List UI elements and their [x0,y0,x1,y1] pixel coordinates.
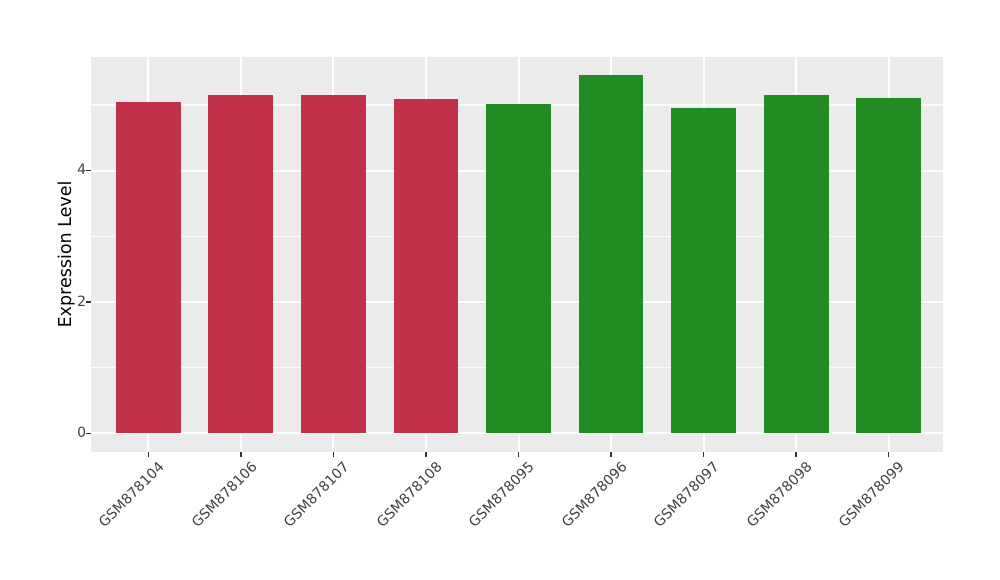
x-tick-label: GSM878096 [558,458,631,531]
x-tick-mark [332,451,335,457]
x-tick-label: GSM878095 [466,458,538,531]
x-tick-label: GSM878099 [836,458,909,531]
x-tick-mark [425,451,427,457]
bar-GSM878107 [301,95,366,434]
x-tick-mark [795,451,797,457]
bar-GSM878099 [856,98,922,434]
gridline-major-y [91,432,943,435]
bar-GSM878096 [578,74,644,434]
bar-GSM878098 [763,94,829,434]
plot-panel [91,57,943,452]
x-tick-mark [702,451,705,457]
x-tick-mark [240,451,242,457]
y-tick-label: 4 [77,162,86,179]
x-tick-label: GSM878107 [281,458,353,531]
bar-GSM878095 [486,104,551,434]
y-tick-mark [85,301,91,303]
x-tick-mark [887,451,890,457]
x-tick-mark [610,451,612,457]
x-tick-label: GSM878108 [373,458,446,531]
x-tick-label: GSM878104 [96,458,168,531]
y-tick-mark [85,432,91,435]
y-tick-mark [85,169,91,172]
x-tick-label: GSM878098 [743,458,816,531]
x-tick-mark [147,451,150,457]
x-tick-label: GSM878097 [651,458,723,531]
y-tick-label: 2 [77,293,86,310]
bar-GSM878106 [208,95,274,434]
x-tick-mark [517,451,520,457]
bar-GSM878108 [393,99,459,434]
y-tick-label: 0 [77,424,86,441]
x-tick-label: GSM878106 [188,458,261,531]
bar-GSM878097 [671,107,736,434]
bar-GSM878104 [115,102,181,434]
